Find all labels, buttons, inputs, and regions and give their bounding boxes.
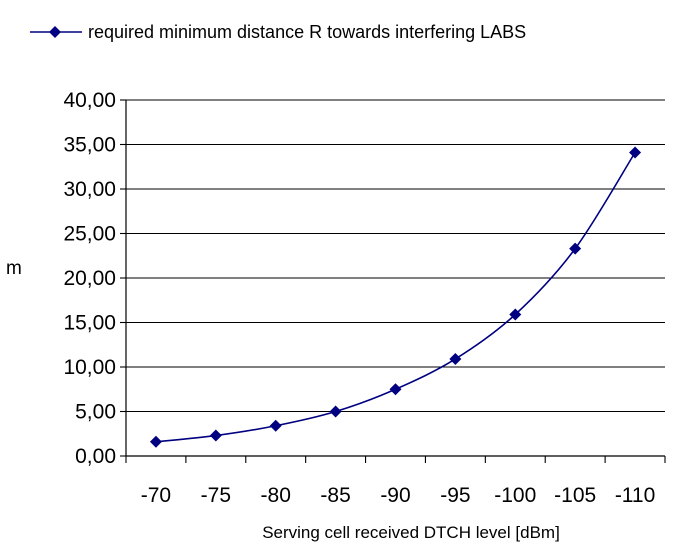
y-tick-label: 5,00 <box>75 401 116 424</box>
y-axis-title: m <box>6 258 22 279</box>
x-axis-title: Serving cell received DTCH level [dBm] <box>262 523 560 542</box>
data-point <box>209 429 222 442</box>
series-layer <box>149 146 642 448</box>
y-axis-ticks: 0,00 5,00 10,00 15,00 20,00 25,00 30,00 35,00 40… <box>63 89 126 468</box>
y-tick-label: 0,00 <box>75 445 116 468</box>
data-point <box>629 146 642 159</box>
y-tick-label: 20,00 <box>63 267 116 290</box>
y-tick-label: 35,00 <box>63 134 116 157</box>
y-tick-label: 25,00 <box>63 223 116 246</box>
x-tick-label: -90 <box>380 484 410 507</box>
x-tick-label: -100 <box>494 484 536 507</box>
x-tick-label: -105 <box>554 484 596 507</box>
data-point <box>389 383 402 396</box>
x-tick-label: -110 <box>615 484 655 507</box>
data-point <box>569 242 582 255</box>
data-point <box>149 435 162 448</box>
y-tick-label: 15,00 <box>63 312 116 335</box>
x-tick-label: -80 <box>261 484 291 507</box>
grid-lines <box>126 99 665 413</box>
data-point <box>449 352 462 365</box>
x-axis-ticks: -70 -75 -80 -85 -90 -95 -100 -105 -110 <box>125 456 666 507</box>
series-line <box>155 152 636 443</box>
y-tick-label: 40,00 <box>63 89 116 112</box>
legend: required minimum distance R towards inte… <box>30 22 526 42</box>
x-tick-label: -85 <box>320 484 350 507</box>
data-point <box>509 308 522 321</box>
y-tick-label: 30,00 <box>63 178 116 201</box>
x-tick-label: -95 <box>440 484 470 507</box>
legend-label: required minimum distance R towards inte… <box>88 22 526 42</box>
y-tick-label: 10,00 <box>63 356 116 379</box>
x-tick-label: -70 <box>141 484 171 507</box>
legend-diamond-icon <box>49 26 61 38</box>
data-point <box>269 419 282 432</box>
data-point <box>329 405 342 418</box>
x-tick-label: -75 <box>201 484 231 507</box>
